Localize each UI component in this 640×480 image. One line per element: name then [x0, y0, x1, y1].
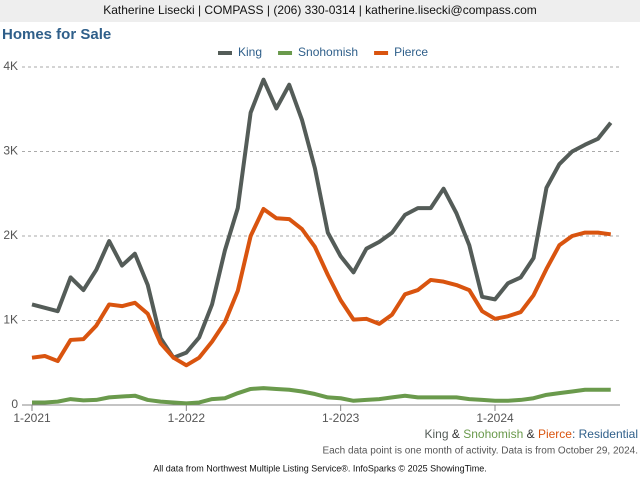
y-tick-label: 4K: [3, 59, 18, 73]
legend-label: King: [238, 45, 262, 59]
header: Katherine Lisecki | COMPASS | (206) 330-…: [103, 3, 537, 17]
x-tick-label: 1-2022: [168, 411, 206, 425]
header-bar: [0, 0, 640, 22]
region-note: King & Snohomish & Pierce: Residential: [425, 427, 638, 441]
x-tick-label: 1-2024: [476, 411, 514, 425]
region-note-part: : Residential: [572, 427, 638, 441]
chart-title: Homes for Sale: [2, 26, 111, 43]
y-tick-label: 2K: [3, 228, 18, 242]
y-tick-label: 3K: [3, 144, 18, 158]
series-line: [31, 77, 613, 360]
y-tick-label: 1K: [3, 313, 18, 327]
region-note-part: Snohomish: [463, 427, 523, 441]
region-note-part: &: [523, 427, 538, 441]
y-tick-label: 0: [11, 397, 18, 411]
region-note-part: &: [449, 427, 464, 441]
x-tick-label: 1-2023: [322, 411, 360, 425]
footer: All data from Northwest Multiple Listing…: [153, 463, 487, 473]
legend-label: Pierce: [394, 45, 428, 59]
series-line: [32, 386, 611, 406]
series-line: [31, 206, 612, 368]
region-note-part: Pierce: [538, 427, 572, 441]
note: Each data point is one month of activity…: [322, 446, 638, 457]
region-note-part: King: [425, 427, 449, 441]
legend-label: Snohomish: [298, 45, 358, 59]
x-tick-label: 1-2021: [13, 411, 51, 425]
